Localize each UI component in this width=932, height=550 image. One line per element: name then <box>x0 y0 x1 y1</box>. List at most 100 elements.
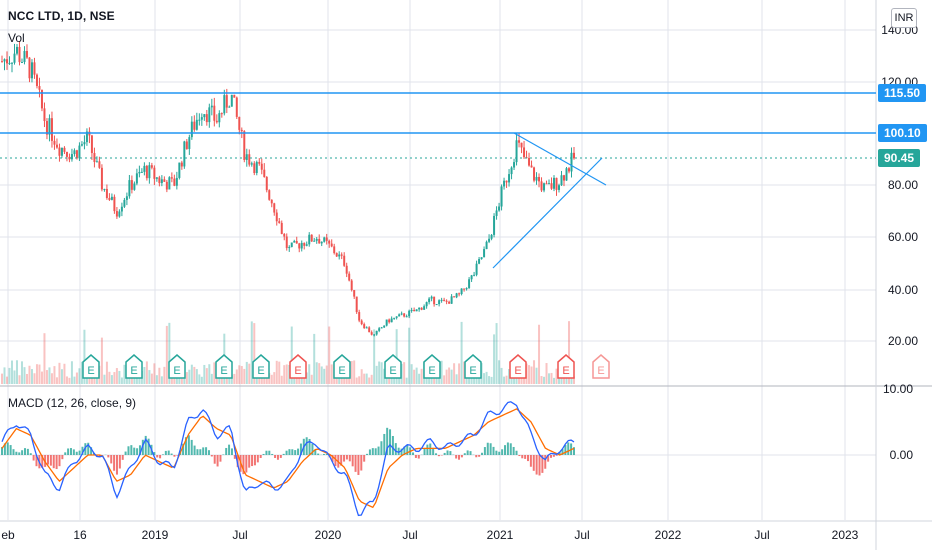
volume-bar-51 <box>128 376 131 384</box>
volume-bar-202 <box>505 375 508 384</box>
macd-hist-143 <box>412 452 415 455</box>
candle-body-85 <box>213 105 216 121</box>
macd-hist-23 <box>67 448 70 455</box>
volume-bar-113 <box>283 365 286 384</box>
macd-hist-68 <box>196 449 199 455</box>
earnings-marker-10[interactable]: E <box>509 354 527 379</box>
earnings-marker-9[interactable]: E <box>464 354 482 379</box>
candle-body-8 <box>20 62 23 64</box>
candle-body-146 <box>365 327 368 329</box>
macd-hist-6 <box>18 452 21 455</box>
macd-hist-174 <box>501 449 504 455</box>
candle-body-216 <box>540 181 543 191</box>
volume-bar-9 <box>23 367 26 384</box>
earnings-marker-1[interactable]: E <box>125 354 143 379</box>
earnings-marker-5[interactable]: E <box>289 354 307 379</box>
macd-hist-56 <box>161 454 164 455</box>
candle-body-124 <box>310 234 313 242</box>
candle-body-172 <box>430 296 433 299</box>
earnings-marker-12[interactable]: E <box>592 354 610 379</box>
macd-hist-20 <box>58 455 61 467</box>
volume-bar-92 <box>230 374 233 384</box>
macd-hist-121 <box>348 455 351 462</box>
candle-body-175 <box>438 300 441 305</box>
volume-bar-99 <box>248 363 251 384</box>
macd-hist-57 <box>164 450 167 455</box>
candle-body-165 <box>413 309 416 312</box>
volume-label[interactable]: Vol <box>8 31 25 45</box>
price-tick-2: 80.00 <box>888 178 918 192</box>
volume-bar-108 <box>270 374 273 384</box>
candle-body-134 <box>335 253 338 257</box>
macd-hist-129 <box>371 448 374 455</box>
earnings-marker-0[interactable]: E <box>82 354 100 379</box>
volume-bar-81 <box>203 364 206 384</box>
volume-bar-148 <box>370 374 373 384</box>
candle-body-27 <box>68 156 71 160</box>
macd-hist-168 <box>483 447 486 455</box>
macd-pane <box>1 401 575 517</box>
earnings-marker-3[interactable]: E <box>215 354 233 379</box>
macd-hist-72 <box>207 450 210 455</box>
symbol-title[interactable]: NCC LTD, 1D, NSE <box>8 9 115 23</box>
macd-hist-47 <box>136 448 139 455</box>
macd-hist-115 <box>331 455 334 463</box>
volume-bar-1 <box>3 367 6 384</box>
macd-hist-110 <box>317 453 320 455</box>
candle-body-227 <box>568 168 571 172</box>
earnings-marker-4[interactable]: E <box>252 354 270 379</box>
candle-body-157 <box>393 317 396 319</box>
macd-hist-171 <box>492 446 495 455</box>
candle-body-106 <box>265 176 268 191</box>
volume-bar-165 <box>413 369 416 384</box>
volume-bar-13 <box>33 373 36 384</box>
candle-body-23 <box>58 147 61 156</box>
candle-body-150 <box>375 330 378 335</box>
macd-hist-137 <box>394 443 397 455</box>
macd-hist-101 <box>291 449 294 455</box>
macd-hist-175 <box>504 445 507 455</box>
currency-badge[interactable]: INR <box>891 8 917 28</box>
candle-body-219 <box>548 183 551 185</box>
candle-body-207 <box>518 140 521 143</box>
earnings-marker-label-4: E <box>257 365 264 377</box>
earnings-marker-7[interactable]: E <box>384 354 402 379</box>
time-tick-8: 2022 <box>655 528 682 542</box>
volume-bar-95 <box>238 365 241 384</box>
candle-body-149 <box>373 334 376 336</box>
macd-hist-139 <box>400 448 403 455</box>
earnings-marker-8[interactable]: E <box>423 354 441 379</box>
macd-hist-152 <box>437 455 440 457</box>
horizontal-levels[interactable] <box>0 92 876 159</box>
candle-body-214 <box>535 176 538 181</box>
volume-bar-30 <box>75 372 78 384</box>
volume-bar-75 <box>188 369 191 384</box>
macd-label[interactable]: MACD (12, 26, close, 9) <box>8 396 137 410</box>
volume-bar-128 <box>320 366 323 384</box>
candle-body-13 <box>33 62 36 75</box>
volume-bar-3 <box>8 367 11 384</box>
macd-hist-136 <box>391 435 394 455</box>
macd-hist-84 <box>242 455 245 475</box>
candle-body-56 <box>140 171 143 173</box>
candle-body-89 <box>223 95 226 114</box>
earnings-marker-11[interactable]: E <box>557 354 575 379</box>
volume-bar-211 <box>528 365 531 384</box>
volume-bar-78 <box>195 369 198 384</box>
candle-body-144 <box>360 320 363 325</box>
macd-hist-49 <box>141 439 144 455</box>
volume-bar-149 <box>373 329 376 384</box>
macd-hist-165 <box>475 455 478 458</box>
volume-bar-15 <box>38 364 41 384</box>
macd-hist-116 <box>334 455 337 467</box>
candle-body-76 <box>190 121 193 138</box>
triangle-drawing[interactable] <box>492 132 607 269</box>
macd-hist-25 <box>72 449 75 455</box>
candle-body-145 <box>363 324 366 329</box>
earnings-marker-2[interactable]: E <box>168 354 186 379</box>
earnings-marker-6[interactable]: E <box>333 354 351 379</box>
macd-hist-140 <box>403 446 406 455</box>
macd-hist-7 <box>21 450 24 455</box>
